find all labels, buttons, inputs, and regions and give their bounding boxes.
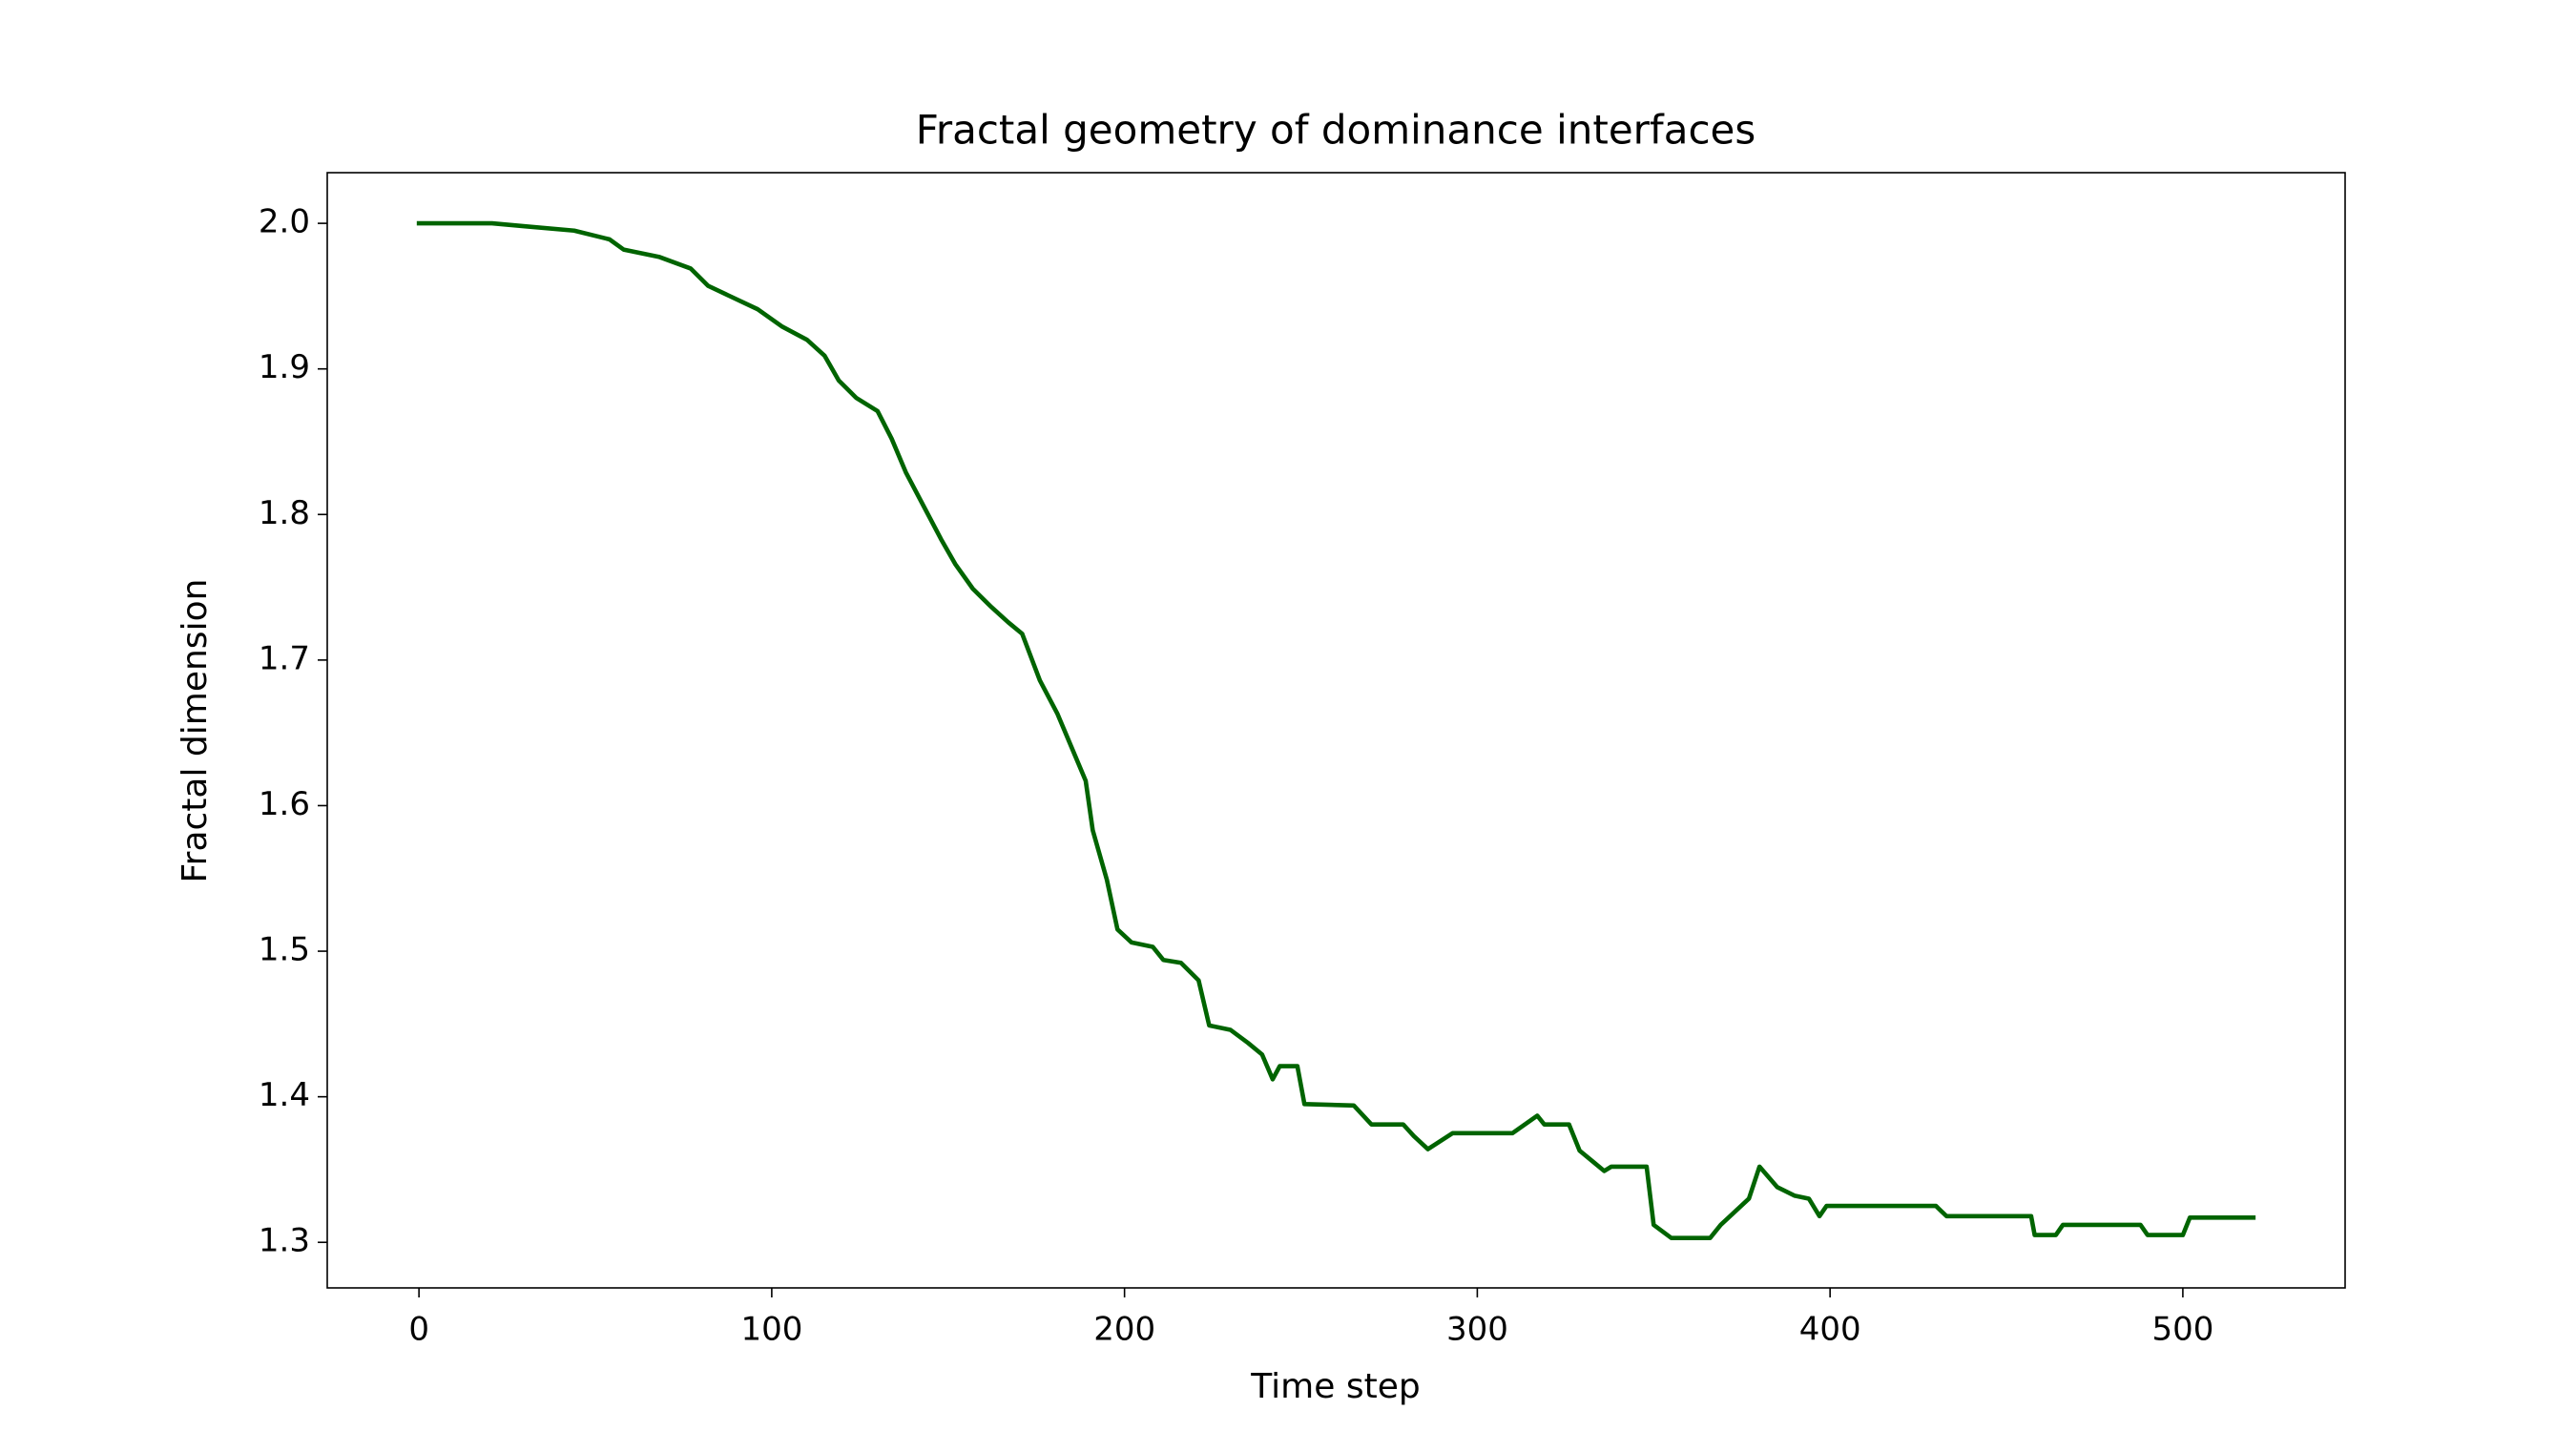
y-tick-label: 1.9 (259, 348, 310, 386)
x-tick-label: 200 (1093, 1311, 1155, 1349)
y-tick-label: 1.7 (259, 639, 310, 677)
data-line (416, 220, 2256, 1240)
y-tick-label: 1.3 (259, 1222, 310, 1260)
plot-frame (326, 172, 2346, 1289)
x-tick-label: 500 (2151, 1311, 2213, 1349)
x-tick-label: 400 (1799, 1311, 1861, 1349)
x-tick-label: 0 (408, 1311, 429, 1349)
y-tick-label: 1.5 (259, 931, 310, 969)
x-tick-label: 300 (1446, 1311, 1508, 1349)
y-tick-label: 2.0 (259, 203, 310, 241)
x-axis-label: Time step (1250, 1367, 1420, 1406)
x-tick-label: 100 (740, 1311, 802, 1349)
y-axis-label: Fractal dimension (176, 579, 215, 883)
y-tick-label: 1.6 (259, 785, 310, 823)
y-tick-label: 1.8 (259, 494, 310, 532)
y-tick-label: 1.4 (259, 1076, 310, 1114)
chart-title: Fractal geometry of dominance interfaces (916, 107, 1756, 154)
